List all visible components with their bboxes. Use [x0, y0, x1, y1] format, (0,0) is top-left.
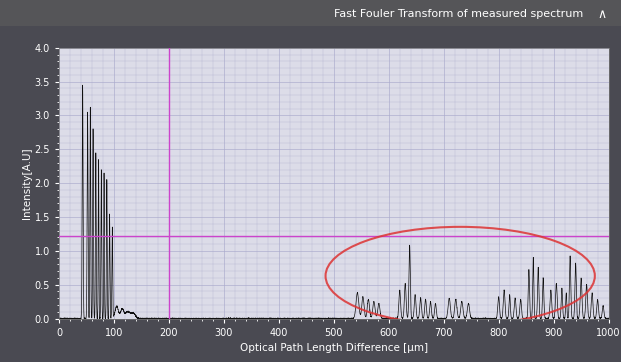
X-axis label: Optical Path Length Difference [μm]: Optical Path Length Difference [μm] — [240, 343, 428, 353]
Text: ∧: ∧ — [598, 8, 607, 21]
Text: Fast Fouler Transform of measured spectrum: Fast Fouler Transform of measured spectr… — [335, 9, 584, 19]
Y-axis label: Intensity[A.U]: Intensity[A.U] — [22, 147, 32, 219]
